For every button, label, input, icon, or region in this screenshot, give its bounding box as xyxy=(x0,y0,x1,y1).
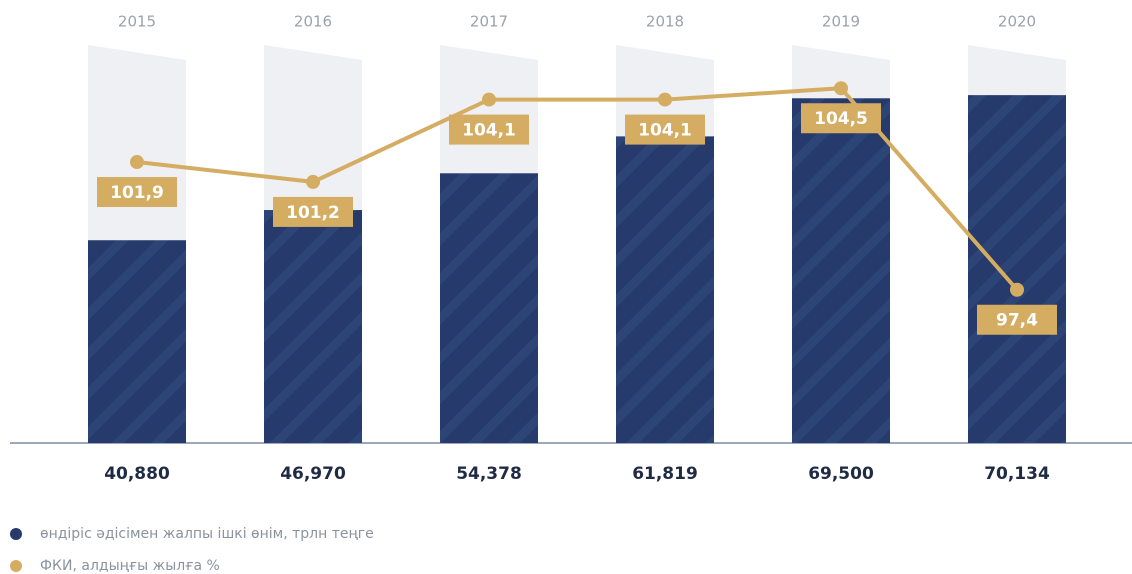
line-point xyxy=(658,92,672,107)
legend-marker xyxy=(10,560,22,572)
line-point xyxy=(482,92,496,107)
x-tick-label: 2017 xyxy=(470,13,508,31)
x-tick-label: 2016 xyxy=(294,13,332,31)
bar-value-label: 54,378 xyxy=(456,464,522,484)
line-value-label: 97,4 xyxy=(996,311,1038,331)
bar xyxy=(88,240,186,443)
value-label-box xyxy=(625,114,705,145)
line-point xyxy=(306,174,320,189)
x-tick-label: 2019 xyxy=(822,13,860,31)
bar-value-label: 61,819 xyxy=(632,464,698,484)
bar xyxy=(792,98,890,443)
line-value-label: 104,1 xyxy=(462,121,516,141)
line-value-label: 101,2 xyxy=(286,203,340,223)
value-label-box xyxy=(97,177,177,208)
legend-label: өндіріс әдісімен жалпы ішкі өнім, трлн т… xyxy=(40,526,374,542)
line-point xyxy=(130,155,144,170)
line-value-label: 101,9 xyxy=(110,183,164,203)
line-point xyxy=(834,81,848,96)
bar xyxy=(440,173,538,443)
line-value-label: 104,5 xyxy=(814,109,868,129)
bar xyxy=(968,95,1066,443)
value-label-box xyxy=(801,103,881,134)
value-label-box xyxy=(449,114,529,145)
bar-value-label: 70,134 xyxy=(984,464,1050,484)
x-tick-label: 2020 xyxy=(998,13,1036,31)
bar xyxy=(616,136,714,444)
line-point xyxy=(1010,282,1024,297)
x-tick-label: 2015 xyxy=(118,13,156,31)
bar-value-label: 46,970 xyxy=(280,464,346,484)
legend-label: ФКИ, алдыңғы жылға % xyxy=(40,558,220,574)
bar-value-label: 40,880 xyxy=(104,464,170,484)
legend-marker xyxy=(10,528,22,540)
line-value-label: 104,1 xyxy=(638,121,692,141)
value-label-box xyxy=(977,304,1057,335)
x-tick-label: 2018 xyxy=(646,13,684,31)
backdrop xyxy=(88,45,1066,443)
bar xyxy=(264,210,362,443)
value-label-box xyxy=(273,196,353,227)
bar-value-label: 69,500 xyxy=(808,464,874,484)
